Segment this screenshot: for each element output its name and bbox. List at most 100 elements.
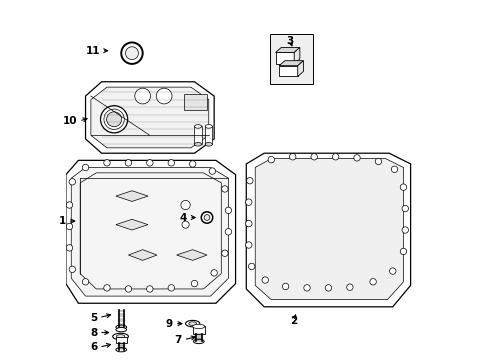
Circle shape xyxy=(191,280,197,287)
Circle shape xyxy=(156,88,172,104)
Circle shape xyxy=(82,164,88,171)
Bar xyxy=(192,327,204,334)
Circle shape xyxy=(66,245,73,251)
Circle shape xyxy=(401,205,407,212)
Bar xyxy=(183,94,206,111)
Circle shape xyxy=(203,215,209,220)
Bar xyxy=(116,337,126,342)
Circle shape xyxy=(262,277,268,283)
Text: 9: 9 xyxy=(165,319,173,329)
Ellipse shape xyxy=(193,339,203,343)
Circle shape xyxy=(66,202,73,208)
Circle shape xyxy=(221,250,227,256)
Circle shape xyxy=(248,263,254,270)
Circle shape xyxy=(245,199,251,205)
Circle shape xyxy=(400,184,406,190)
Bar xyxy=(194,126,201,144)
Text: 2: 2 xyxy=(289,316,297,326)
Text: 1: 1 xyxy=(59,216,66,226)
Circle shape xyxy=(201,212,212,223)
Polygon shape xyxy=(71,167,228,296)
Circle shape xyxy=(310,154,317,160)
Circle shape xyxy=(125,47,138,60)
Circle shape xyxy=(101,106,127,133)
Ellipse shape xyxy=(194,143,201,146)
Circle shape xyxy=(168,285,174,291)
Circle shape xyxy=(66,223,73,230)
Polygon shape xyxy=(116,191,148,202)
Ellipse shape xyxy=(205,125,212,128)
Circle shape xyxy=(82,279,88,285)
Ellipse shape xyxy=(188,322,196,325)
Polygon shape xyxy=(128,249,157,260)
Circle shape xyxy=(69,179,75,185)
Circle shape xyxy=(210,270,217,276)
Text: 10: 10 xyxy=(62,116,77,126)
Text: 7: 7 xyxy=(174,335,182,345)
Circle shape xyxy=(106,112,122,127)
Circle shape xyxy=(135,88,150,104)
Circle shape xyxy=(103,159,110,166)
Ellipse shape xyxy=(112,333,128,340)
Ellipse shape xyxy=(192,324,204,329)
Polygon shape xyxy=(66,160,235,303)
Ellipse shape xyxy=(116,325,126,329)
Circle shape xyxy=(332,154,338,160)
Circle shape xyxy=(146,159,153,166)
Circle shape xyxy=(245,242,251,248)
Polygon shape xyxy=(297,61,303,76)
Ellipse shape xyxy=(116,335,124,338)
Ellipse shape xyxy=(205,143,212,146)
Polygon shape xyxy=(85,82,214,153)
Circle shape xyxy=(353,155,360,161)
Polygon shape xyxy=(246,153,410,307)
Circle shape xyxy=(225,229,231,235)
Circle shape xyxy=(282,283,288,290)
Circle shape xyxy=(245,220,251,227)
Text: 4: 4 xyxy=(180,212,187,222)
Circle shape xyxy=(225,207,231,213)
Polygon shape xyxy=(91,87,208,148)
Circle shape xyxy=(369,279,376,285)
Polygon shape xyxy=(279,61,303,66)
Circle shape xyxy=(181,201,190,210)
Ellipse shape xyxy=(185,320,200,327)
Polygon shape xyxy=(255,158,403,300)
Polygon shape xyxy=(275,48,299,53)
Circle shape xyxy=(346,284,352,291)
Bar xyxy=(270,33,312,84)
Circle shape xyxy=(168,159,174,166)
Text: 8: 8 xyxy=(90,328,97,338)
Circle shape xyxy=(303,285,309,291)
Circle shape xyxy=(125,159,131,166)
Polygon shape xyxy=(294,48,299,64)
Polygon shape xyxy=(176,249,206,260)
Circle shape xyxy=(325,285,331,291)
Text: 11: 11 xyxy=(85,46,100,56)
Ellipse shape xyxy=(116,347,126,352)
Circle shape xyxy=(125,286,131,292)
Bar xyxy=(205,126,212,144)
Circle shape xyxy=(182,221,189,228)
Polygon shape xyxy=(275,53,294,64)
Ellipse shape xyxy=(116,328,126,332)
Circle shape xyxy=(69,266,75,273)
Circle shape xyxy=(146,286,153,292)
Circle shape xyxy=(401,227,407,233)
Circle shape xyxy=(121,42,142,64)
Circle shape xyxy=(400,248,406,255)
Circle shape xyxy=(221,186,227,192)
Circle shape xyxy=(389,268,395,274)
Circle shape xyxy=(289,154,295,160)
Polygon shape xyxy=(116,219,148,230)
Circle shape xyxy=(209,168,215,174)
Circle shape xyxy=(189,161,196,167)
Text: 3: 3 xyxy=(286,36,293,46)
Circle shape xyxy=(246,177,253,184)
Circle shape xyxy=(103,285,110,291)
Text: 5: 5 xyxy=(90,312,97,323)
Text: 6: 6 xyxy=(90,342,97,352)
Circle shape xyxy=(374,158,381,165)
Circle shape xyxy=(390,166,397,172)
Circle shape xyxy=(267,157,274,163)
